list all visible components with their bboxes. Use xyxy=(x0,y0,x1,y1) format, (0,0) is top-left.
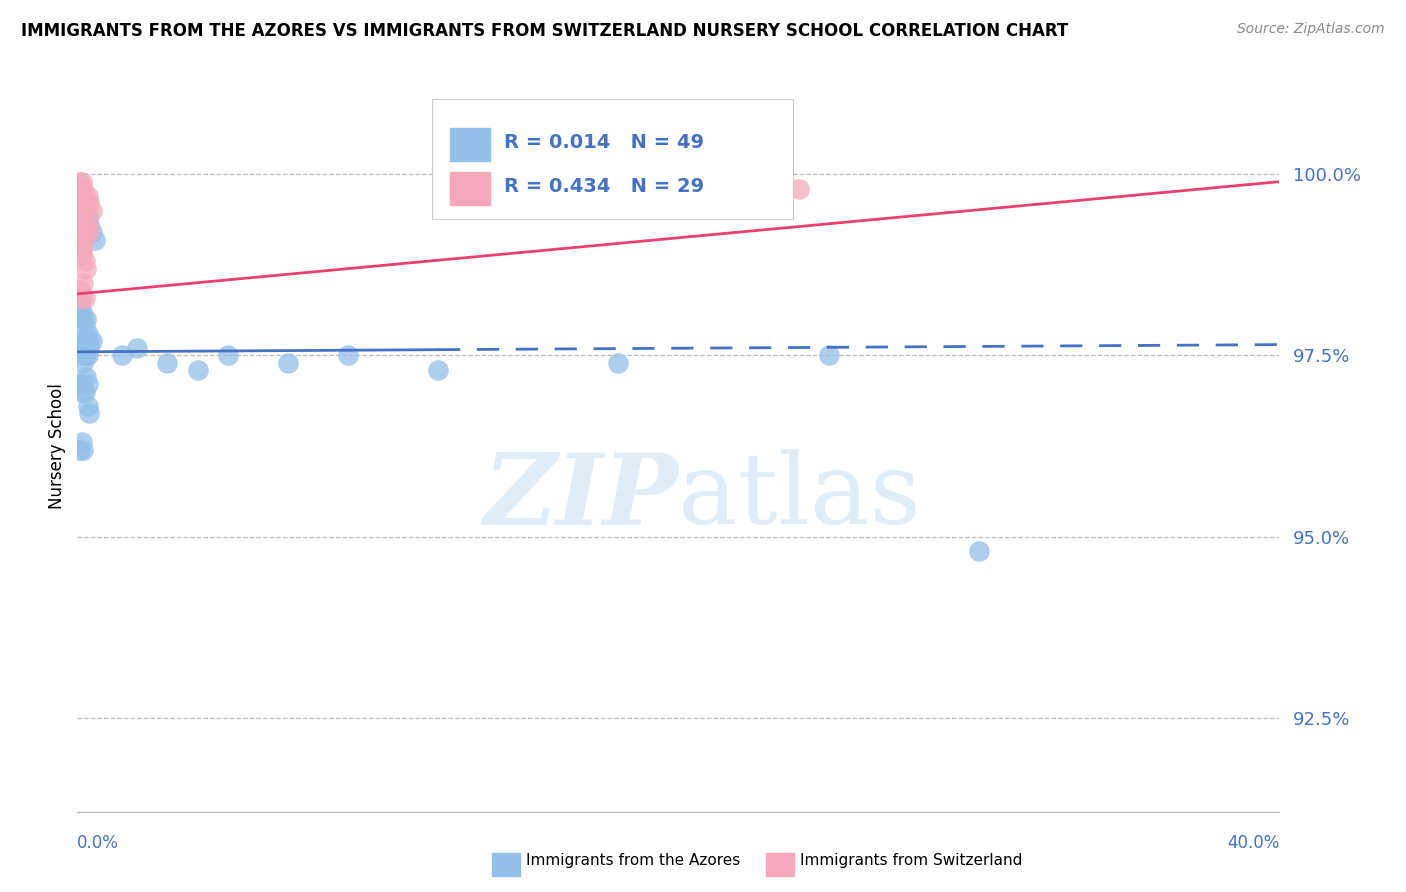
Text: Immigrants from Switzerland: Immigrants from Switzerland xyxy=(800,854,1022,868)
Point xyxy=(73,211,96,225)
Point xyxy=(82,203,104,218)
Text: Immigrants from the Azores: Immigrants from the Azores xyxy=(526,854,740,868)
Text: R = 0.434   N = 29: R = 0.434 N = 29 xyxy=(505,177,704,196)
Point xyxy=(69,334,91,348)
Point xyxy=(72,182,94,196)
Point xyxy=(82,225,104,239)
Point xyxy=(79,406,101,420)
Point xyxy=(70,341,93,355)
Point xyxy=(79,341,101,355)
Point xyxy=(79,218,101,232)
Point xyxy=(607,356,630,370)
Point xyxy=(336,349,359,363)
Point xyxy=(79,334,101,348)
Point xyxy=(70,247,93,261)
FancyBboxPatch shape xyxy=(450,171,489,204)
Point xyxy=(70,211,93,225)
Point xyxy=(75,370,97,384)
Point xyxy=(72,442,94,457)
Point xyxy=(70,196,93,211)
Point xyxy=(69,189,91,203)
Point xyxy=(75,349,97,363)
Point xyxy=(75,196,97,211)
Point xyxy=(76,211,98,225)
Point xyxy=(69,298,91,312)
Point xyxy=(73,341,96,355)
Point xyxy=(72,240,94,254)
Point xyxy=(67,341,90,355)
Point xyxy=(72,312,94,326)
Point xyxy=(70,240,93,254)
Text: IMMIGRANTS FROM THE AZORES VS IMMIGRANTS FROM SWITZERLAND NURSERY SCHOOL CORRELA: IMMIGRANTS FROM THE AZORES VS IMMIGRANTS… xyxy=(21,22,1069,40)
Point xyxy=(76,377,98,392)
Point xyxy=(72,356,94,370)
Point xyxy=(76,218,98,232)
Text: ZIP: ZIP xyxy=(484,449,679,545)
Point xyxy=(69,203,91,218)
Point xyxy=(69,377,91,392)
Point xyxy=(70,435,93,450)
Point xyxy=(72,276,94,290)
Point xyxy=(70,384,93,399)
Point xyxy=(817,349,839,363)
Point xyxy=(967,544,990,558)
Point xyxy=(69,233,91,247)
Point xyxy=(75,312,97,326)
Point xyxy=(70,291,93,305)
Point xyxy=(73,384,96,399)
Point xyxy=(72,233,94,247)
Point xyxy=(75,334,97,348)
Point xyxy=(156,356,179,370)
Point xyxy=(127,341,149,355)
Point xyxy=(277,356,299,370)
Point xyxy=(75,203,97,218)
Text: R = 0.014   N = 49: R = 0.014 N = 49 xyxy=(505,133,704,152)
FancyBboxPatch shape xyxy=(450,128,489,161)
Text: 40.0%: 40.0% xyxy=(1227,834,1279,852)
Point xyxy=(73,291,96,305)
Point xyxy=(76,399,98,413)
Text: atlas: atlas xyxy=(679,450,921,545)
Point xyxy=(73,319,96,334)
Text: 0.0%: 0.0% xyxy=(77,834,120,852)
Point xyxy=(70,305,93,319)
Point xyxy=(427,363,450,377)
Point xyxy=(76,326,98,341)
Point xyxy=(787,182,810,196)
FancyBboxPatch shape xyxy=(432,99,793,219)
Point xyxy=(69,182,91,196)
Point xyxy=(84,233,107,247)
Point xyxy=(79,196,101,211)
Point xyxy=(186,363,209,377)
Text: Source: ZipAtlas.com: Source: ZipAtlas.com xyxy=(1237,22,1385,37)
Point xyxy=(75,225,97,239)
Point xyxy=(75,261,97,276)
Y-axis label: Nursery School: Nursery School xyxy=(48,383,66,509)
Point xyxy=(217,349,239,363)
Point xyxy=(72,377,94,392)
Point xyxy=(69,225,91,239)
Point xyxy=(70,175,93,189)
Point xyxy=(73,218,96,232)
Point xyxy=(111,349,134,363)
Point xyxy=(82,334,104,348)
Point xyxy=(73,189,96,203)
Point xyxy=(72,203,94,218)
Point xyxy=(69,283,91,297)
Point xyxy=(69,442,91,457)
Point xyxy=(79,225,101,239)
Point xyxy=(72,203,94,218)
Point xyxy=(72,349,94,363)
Point xyxy=(76,349,98,363)
Point xyxy=(73,254,96,268)
Point xyxy=(76,189,98,203)
Point xyxy=(67,175,90,189)
